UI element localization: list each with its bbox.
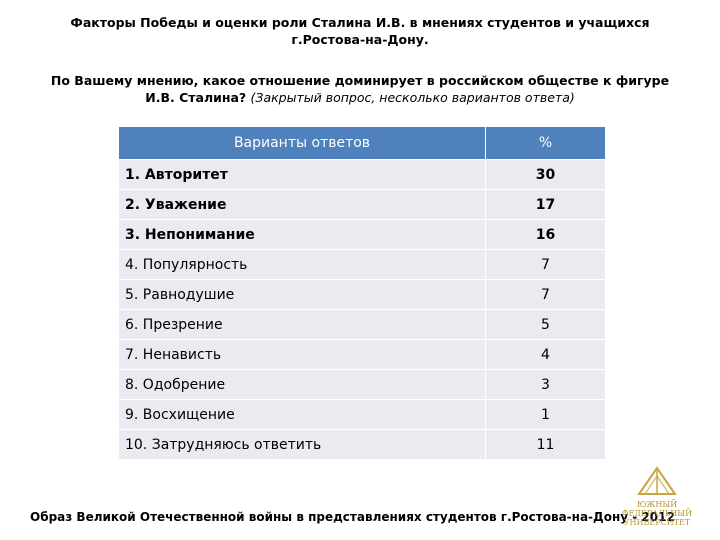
answer-cell: 4. Популярность [118, 249, 486, 280]
logo-line: ЮЖНЫЙ [636, 500, 678, 509]
table-row: 10. Затрудняюсь ответить 11 [118, 429, 606, 460]
table-row: 8. Одобрение 3 [118, 369, 606, 400]
answer-cell: 6. Презрение [118, 309, 486, 340]
column-header: % [485, 126, 606, 160]
table-row: 6. Презрение 5 [118, 309, 606, 340]
percent-cell: 7 [485, 279, 606, 310]
title: Факторы Победы и оценки роли Сталина И.В… [70, 15, 650, 47]
percent-cell: 17 [485, 189, 606, 220]
table-row: 1. Авторитет 30 [118, 159, 606, 190]
answer-cell: 7. Ненависть [118, 339, 486, 370]
percent-cell: 5 [485, 309, 606, 340]
answer-cell: 9. Восхищение [118, 399, 486, 430]
table-row: 3. Непонимание 16 [118, 219, 606, 250]
answer-cell: 1. Авторитет [118, 159, 486, 190]
answer-cell: 3. Непонимание [118, 219, 486, 250]
table-row: 7. Ненависть 4 [118, 339, 606, 370]
header-row: Варианты ответов % [118, 126, 606, 160]
table-row: 2. Уважение 17 [118, 189, 606, 220]
answer-cell: 8. Одобрение [118, 369, 486, 400]
percent-cell: 16 [485, 219, 606, 250]
logo-emblem [637, 466, 677, 495]
question: По Вашему мнению, какое отношение домини… [40, 72, 680, 106]
logo-line: ФЕДЕРАЛЬНЫЙ [621, 509, 693, 518]
footer: Образ Великой Отечественной войны в пред… [30, 510, 675, 524]
answer-cell: 5. Равнодушие [118, 279, 486, 310]
table-row: 5. Равнодушие 7 [118, 279, 606, 310]
percent-cell: 3 [485, 369, 606, 400]
question-note: (Закрытый вопрос, несколько вариантов от… [250, 90, 575, 105]
percent-cell: 11 [485, 429, 606, 460]
results-table: Варианты ответов % 1. Авторитет 30 2. Уваж… [118, 126, 606, 460]
table-row: 4. Популярность 7 [118, 249, 606, 280]
logo-text: ЮЖНЫЙ ФЕДЕРАЛЬНЫЙ УНИВЕРСИТЕТ [612, 500, 702, 527]
question-text: По Вашему мнению, какое отношение домини… [50, 73, 670, 105]
percent-cell: 7 [485, 249, 606, 280]
logo-line: УНИВЕРСИТЕТ [623, 518, 691, 527]
percent-cell: 4 [485, 339, 606, 370]
answer-cell: 10. Затрудняюсь ответить [118, 429, 486, 460]
table-row: 9. Восхищение 1 [118, 399, 606, 430]
column-header: Варианты ответов [118, 126, 486, 160]
percent-cell: 1 [485, 399, 606, 430]
percent-cell: 30 [485, 159, 606, 190]
answer-cell: 2. Уважение [118, 189, 486, 220]
table-body: 1. Авторитет 30 2. Уважение 17 3. Непонимани… [118, 159, 606, 460]
logo: ЮЖНЫЙ ФЕДЕРАЛЬНЫЙ УНИВЕРСИТЕТ [612, 466, 702, 527]
